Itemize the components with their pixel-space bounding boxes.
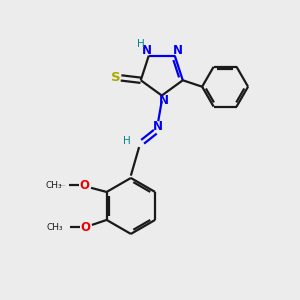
Text: H: H bbox=[123, 136, 130, 146]
Text: N: N bbox=[159, 94, 169, 107]
Text: O: O bbox=[80, 179, 90, 192]
Text: H: H bbox=[137, 39, 145, 50]
Text: S: S bbox=[111, 71, 121, 84]
Text: N: N bbox=[173, 44, 183, 57]
Text: CH₃: CH₃ bbox=[46, 181, 62, 190]
Text: N: N bbox=[153, 120, 163, 133]
Text: CH₃: CH₃ bbox=[46, 223, 63, 232]
Text: methoxy: methoxy bbox=[60, 184, 66, 186]
Text: N: N bbox=[142, 44, 152, 57]
Text: O: O bbox=[80, 221, 90, 234]
